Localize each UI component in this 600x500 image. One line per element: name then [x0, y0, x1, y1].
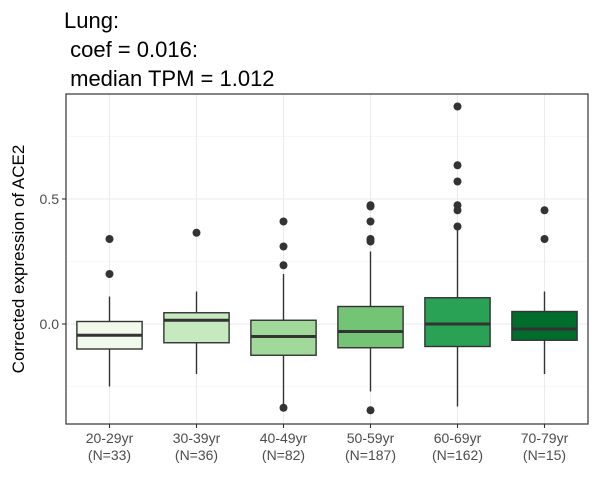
- x-tick-label: 70-79yr (N=15): [521, 430, 569, 463]
- boxes: [76, 102, 578, 415]
- outlier-point: [453, 161, 462, 170]
- box-4: [337, 201, 404, 415]
- x-tick-label: 60-69yr (N=162): [432, 430, 483, 463]
- chart-title: Lung: coef = 0.016: median TPM = 1.012: [64, 8, 275, 91]
- title-line: median TPM = 1.012: [64, 66, 275, 91]
- outlier-point: [105, 270, 114, 278]
- y-tick-label: 0.0: [40, 316, 60, 332]
- box-5: [424, 102, 491, 407]
- plot-panel: [66, 94, 588, 424]
- x-tick-label: 40-49yr (N=82): [260, 430, 308, 463]
- outlier-point: [279, 403, 288, 412]
- outlier-point: [366, 406, 375, 415]
- outlier-point: [192, 228, 201, 237]
- outlier-point: [453, 102, 462, 111]
- box-body: [163, 312, 230, 344]
- outlier-point: [540, 206, 549, 215]
- box-body: [424, 297, 491, 348]
- outlier-point: [453, 201, 462, 210]
- box-2: [163, 228, 230, 374]
- outlier-point: [366, 201, 375, 210]
- outlier-point: [279, 242, 288, 251]
- box-body: [511, 310, 578, 341]
- outlier-point: [279, 261, 288, 270]
- box-3: [250, 217, 317, 412]
- x-tick-label: 30-39yr (N=36): [173, 430, 221, 463]
- outlier-point: [540, 235, 549, 243]
- y-axis: 0.0 0.5: [40, 191, 66, 332]
- title-line: Lung:: [64, 8, 119, 33]
- y-axis-label: Corrected expression of ACE2: [9, 145, 28, 374]
- outlier-point: [366, 235, 375, 243]
- outlier-point: [453, 222, 462, 231]
- title-line: coef = 0.016:: [64, 37, 198, 62]
- x-axis: 20-29yr (N=33) 30-39yr (N=36) 40-49yr (N=82) 5…: [86, 424, 569, 463]
- box-body: [337, 305, 404, 349]
- y-tick-label: 0.5: [40, 191, 60, 207]
- plot-border: [65, 93, 589, 425]
- x-tick-label: 20-29yr (N=33): [86, 430, 134, 463]
- box-6: [511, 206, 578, 374]
- outlier-point: [279, 217, 288, 226]
- outlier-point: [105, 235, 114, 243]
- outlier-point: [366, 217, 375, 226]
- outlier-point: [453, 177, 462, 186]
- box-1: [76, 235, 143, 387]
- x-tick-label: 50-59yr (N=187): [345, 430, 396, 463]
